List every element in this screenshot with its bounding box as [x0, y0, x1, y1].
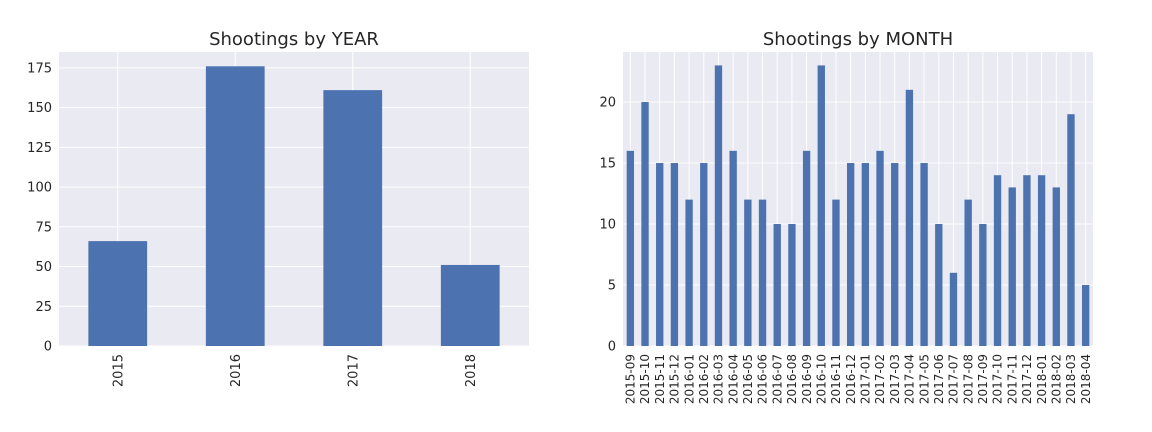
month-x-tick-label: 2018-02	[1049, 354, 1063, 404]
month-x-tick-label: 2016-02	[697, 354, 711, 404]
month-x-tick-label: 2017-04	[903, 354, 917, 404]
month-x-tick-label: 2015-12	[668, 354, 682, 404]
month-bar	[714, 65, 723, 346]
month-x-tick-label: 2017-11	[1005, 354, 1019, 404]
month-x-tick-label: 2016-12	[844, 354, 858, 404]
month-x-tick-label: 2016-05	[741, 354, 755, 404]
year-chart: 0 25 50 75 100 125 150 175 2015 2016 2017 2018 Sho…	[27, 29, 529, 387]
month-bar	[891, 163, 899, 346]
year-x-tick-labels: 2015 2016 2017 2018	[111, 354, 479, 387]
month-bar	[685, 199, 693, 346]
month-bar	[1023, 175, 1031, 346]
month-bar	[744, 199, 752, 346]
month-y-tick-label: 15	[599, 157, 616, 172]
year-y-tick-label: 75	[35, 220, 52, 235]
month-bar	[788, 224, 796, 346]
month-bar	[773, 224, 781, 346]
year-bar	[88, 241, 148, 346]
month-x-tick-label: 2016-08	[785, 354, 799, 404]
month-x-tick-label: 2016-03	[712, 354, 726, 404]
year-x-tick-label: 2015	[111, 354, 126, 387]
year-y-tick-label: 125	[27, 141, 52, 156]
month-bar	[920, 163, 928, 346]
month-y-tick-labels: 0 5 10 15 20	[599, 96, 616, 355]
month-bar	[949, 272, 958, 346]
year-y-tick-label: 175	[27, 61, 52, 76]
year-y-tick-label: 0	[44, 340, 52, 355]
year-bars	[88, 66, 500, 347]
month-x-tick-label: 2016-01	[682, 354, 696, 404]
month-bar	[1037, 175, 1046, 346]
month-bar	[964, 199, 972, 346]
month-bar	[626, 150, 635, 346]
year-y-tick-label: 50	[35, 260, 52, 275]
month-x-tick-label: 2015-11	[653, 354, 667, 404]
month-x-tick-label: 2017-02	[873, 354, 887, 404]
month-y-tick-label: 0	[608, 340, 616, 355]
month-x-tick-label: 2017-07	[947, 354, 961, 404]
month-x-tick-label: 2017-10	[991, 354, 1005, 404]
month-bar	[876, 150, 884, 346]
year-y-tick-label: 150	[27, 101, 52, 116]
month-chart-title: Shootings by MONTH	[763, 29, 953, 50]
month-bar	[758, 199, 767, 346]
year-y-tick-label: 25	[35, 300, 52, 315]
month-bar	[993, 175, 1002, 346]
month-bar	[979, 224, 987, 346]
month-x-tick-label: 2018-03	[1064, 354, 1078, 404]
month-bar	[1052, 187, 1060, 346]
month-x-tick-labels: 2015-09 2015-10 2015-11 2015-12 2016-01 2016-…	[624, 354, 1093, 404]
month-bar	[670, 163, 679, 346]
month-x-tick-label: 2017-05	[917, 354, 931, 404]
month-x-tick-label: 2017-06	[932, 354, 946, 404]
month-x-tick-label: 2016-10	[814, 354, 828, 404]
year-x-tick-label: 2017	[346, 354, 361, 387]
month-x-tick-label: 2015-10	[638, 354, 652, 404]
month-x-tick-label: 2017-08	[961, 354, 975, 404]
month-bar	[817, 65, 825, 346]
month-bar	[1008, 187, 1016, 346]
month-bar	[846, 163, 855, 346]
month-x-tick-label: 2015-09	[624, 354, 638, 404]
year-chart-title: Shootings by YEAR	[209, 29, 379, 50]
month-x-tick-label: 2018-01	[1035, 354, 1049, 404]
year-bar	[440, 264, 500, 346]
month-bar	[905, 89, 914, 346]
month-bar	[861, 163, 870, 346]
month-x-tick-label: 2016-06	[756, 354, 770, 404]
month-bar	[700, 163, 708, 346]
month-y-tick-label: 20	[599, 96, 616, 111]
month-y-tick-label: 10	[599, 218, 616, 233]
month-bar	[802, 150, 811, 346]
month-x-tick-label: 2017-03	[888, 354, 902, 404]
month-x-tick-label: 2016-09	[800, 354, 814, 404]
month-x-tick-label: 2016-07	[770, 354, 784, 404]
month-x-tick-label: 2018-04	[1079, 354, 1093, 404]
month-x-tick-label: 2016-04	[726, 354, 740, 404]
month-bar	[935, 224, 943, 346]
year-y-tick-label: 100	[27, 181, 52, 196]
year-bar	[323, 90, 383, 347]
month-bar	[729, 150, 737, 346]
month-bars	[626, 65, 1090, 347]
month-bar	[832, 199, 840, 346]
month-plot-area	[623, 52, 1093, 346]
month-x-tick-label: 2016-11	[829, 354, 843, 404]
year-x-tick-label: 2016	[229, 354, 244, 387]
month-x-tick-label: 2017-01	[859, 354, 873, 404]
month-bar	[656, 163, 664, 346]
month-y-tick-label: 5	[608, 279, 616, 294]
month-x-tick-label: 2017-09	[976, 354, 990, 404]
month-bar	[1081, 285, 1090, 346]
month-x-tick-label: 2017-12	[1020, 354, 1034, 404]
month-bar	[641, 102, 649, 346]
year-x-tick-label: 2018	[464, 354, 479, 387]
year-bar	[205, 66, 265, 346]
month-bar	[1067, 114, 1075, 347]
year-y-tick-labels: 0 25 50 75 100 125 150 175	[27, 61, 52, 354]
